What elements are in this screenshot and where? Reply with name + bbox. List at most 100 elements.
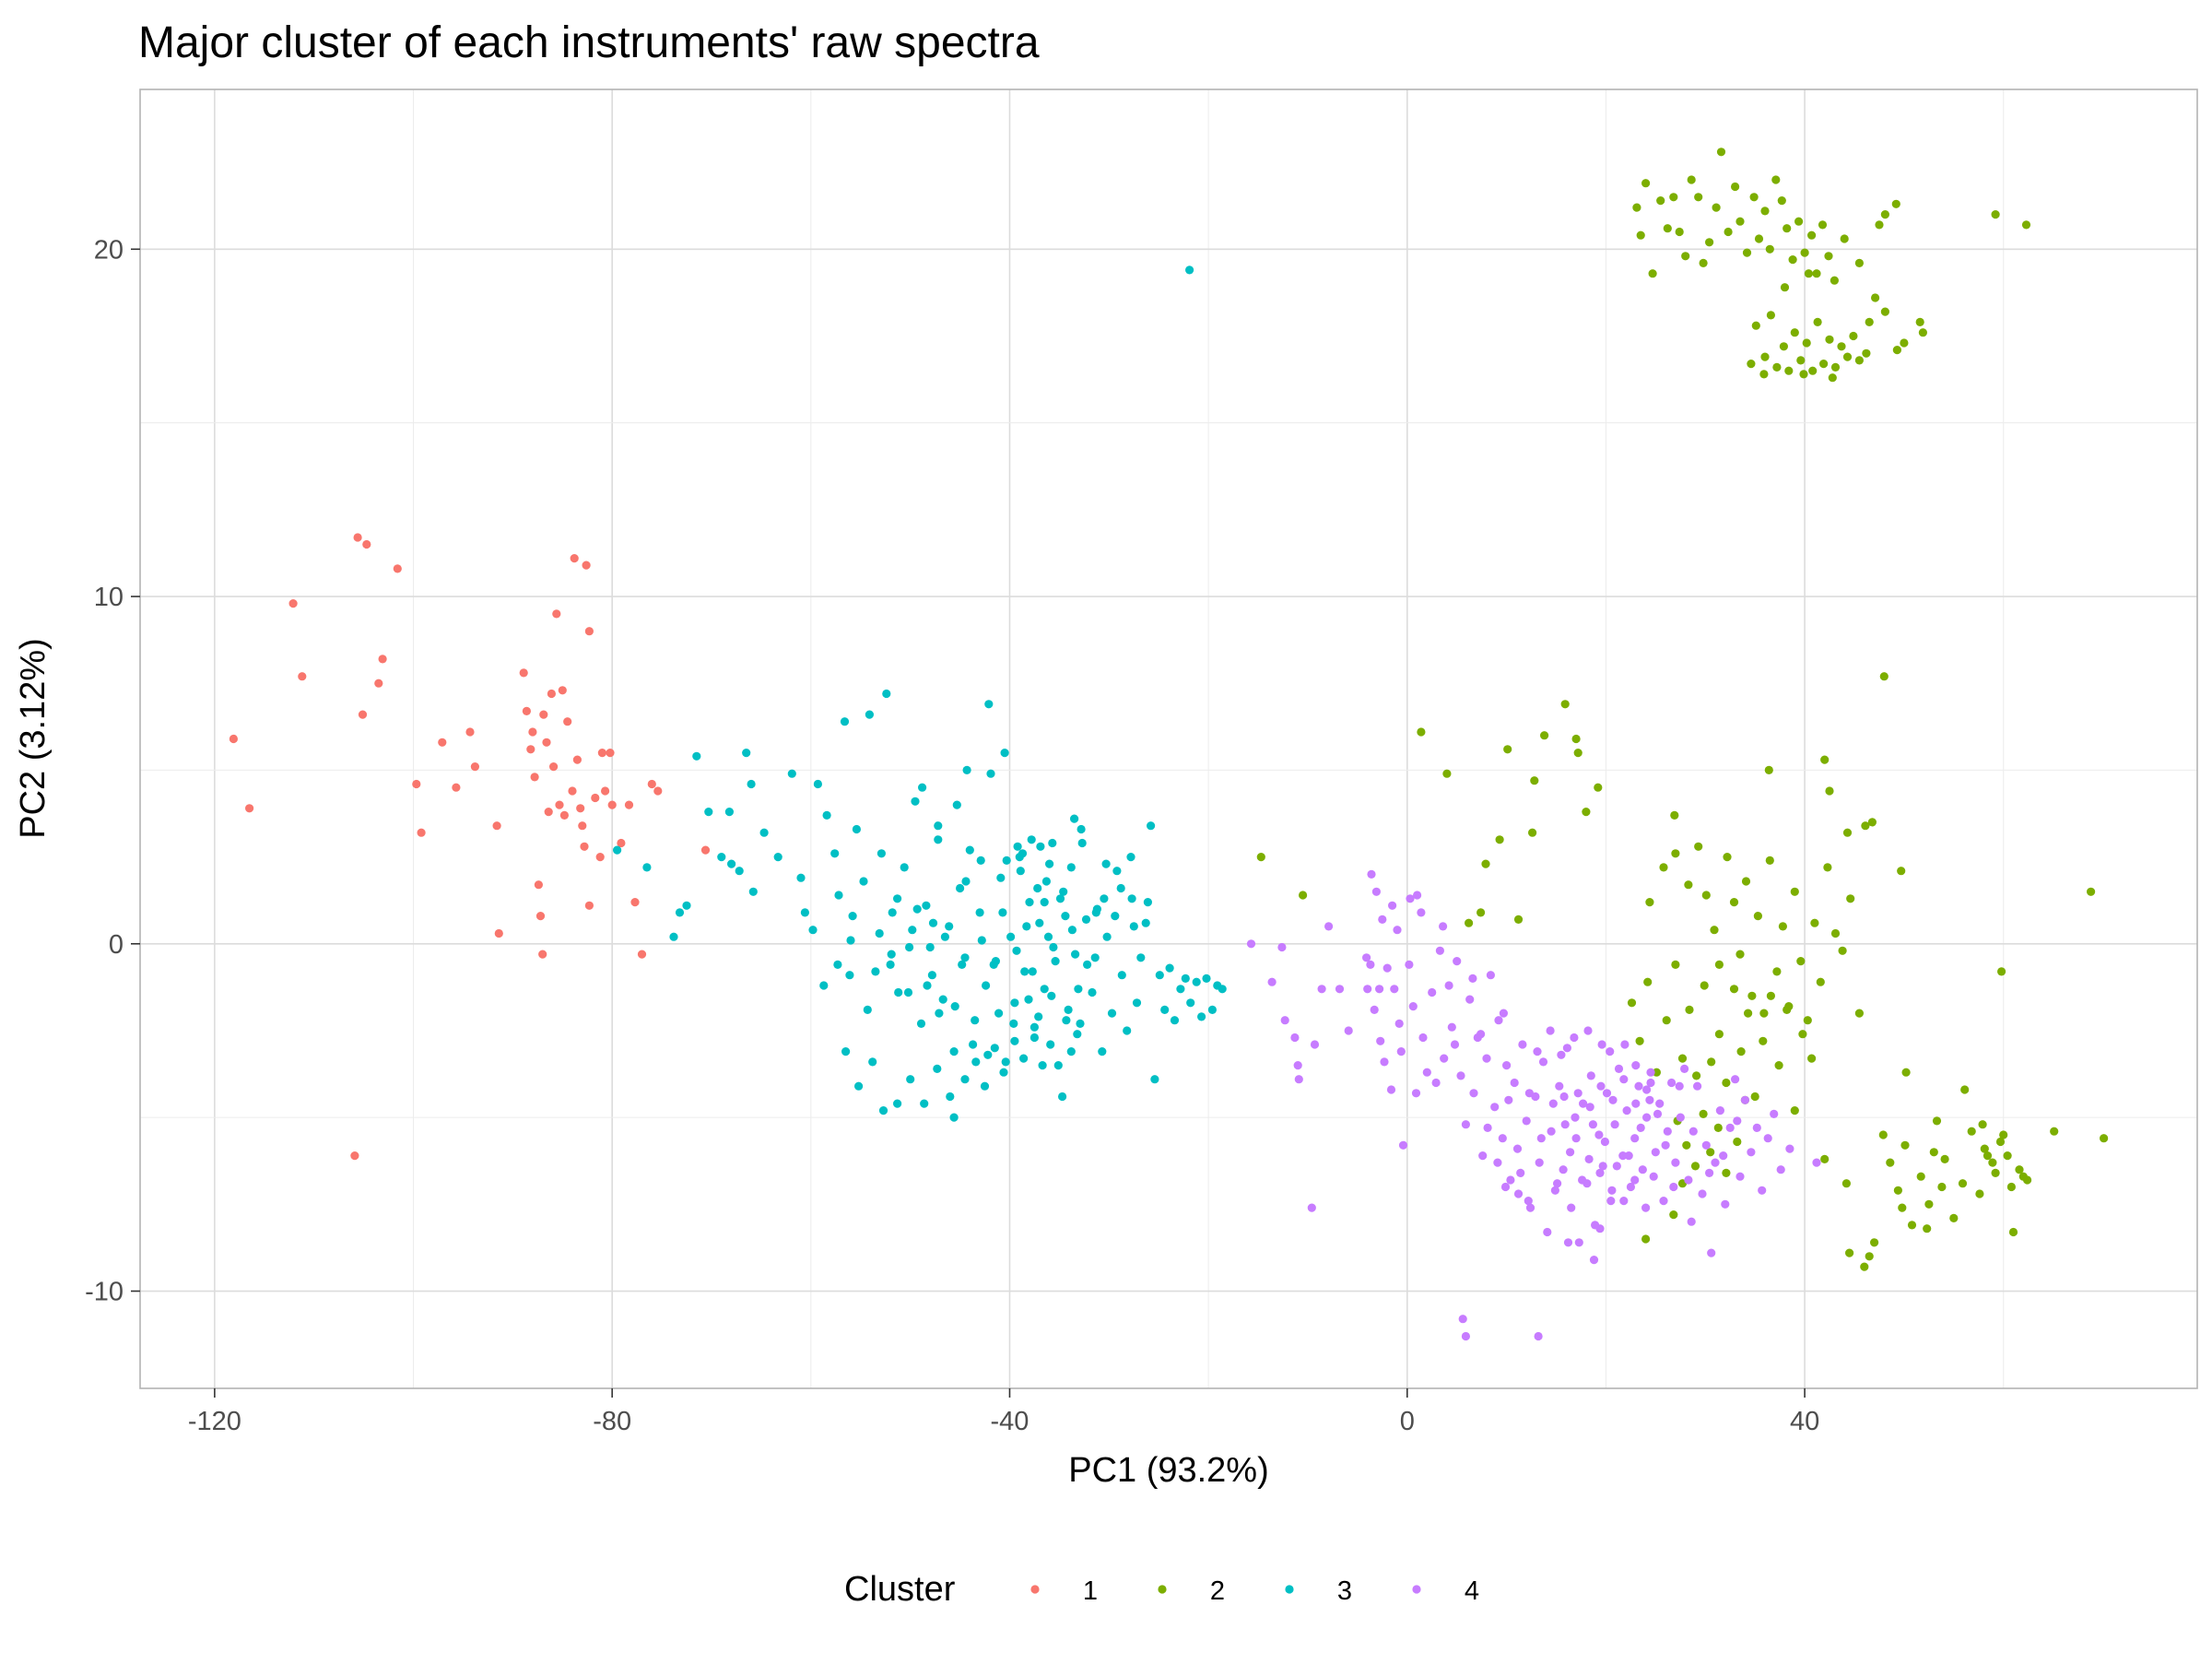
data-point (1028, 967, 1037, 976)
data-point (1924, 1199, 1934, 1209)
data-point (1510, 1078, 1519, 1088)
data-point (1607, 1186, 1617, 1195)
data-point (1522, 1116, 1531, 1126)
data-point (1081, 915, 1091, 925)
data-point (1111, 912, 1120, 921)
data-point (1378, 915, 1387, 925)
data-point (1772, 967, 1782, 976)
data-point (1687, 1217, 1696, 1226)
data-point (1024, 995, 1033, 1004)
data-point (1693, 1081, 1702, 1091)
data-point (983, 1050, 993, 1059)
data-point (1747, 1148, 1756, 1157)
data-point (834, 891, 843, 900)
data-point (1749, 193, 1759, 202)
data-point (522, 706, 532, 716)
data-point (952, 800, 961, 809)
data-point (1807, 1054, 1817, 1063)
legend-key-2 (1158, 1585, 1167, 1594)
legend-items: 1 2 3 4 (1030, 1576, 1479, 1606)
data-point (637, 950, 647, 959)
data-point (1049, 942, 1058, 952)
data-point (1030, 1033, 1039, 1043)
data-point (1701, 891, 1711, 900)
data-point (1185, 266, 1194, 275)
data-point (1112, 867, 1122, 876)
data-point (906, 1075, 915, 1084)
data-point (1760, 207, 1770, 216)
data-point (1778, 922, 1787, 931)
data-point (1684, 1175, 1693, 1185)
data-point (1725, 1123, 1735, 1132)
data-point (1816, 977, 1825, 986)
data-point (1684, 880, 1693, 890)
data-point (1721, 1199, 1730, 1209)
data-point (742, 749, 751, 758)
data-point (412, 779, 421, 789)
data-point (1656, 196, 1665, 206)
data-point (1790, 328, 1799, 337)
data-point (845, 971, 854, 980)
legend-title: Cluster (844, 1570, 956, 1609)
data-point (465, 727, 475, 737)
data-point (893, 1099, 902, 1108)
data-point (1450, 1040, 1460, 1049)
data-point (1405, 960, 1414, 969)
data-point (1290, 1033, 1300, 1043)
data-point (470, 762, 479, 772)
data-point (1584, 1154, 1594, 1163)
data-point (528, 727, 537, 737)
data-point (1618, 1151, 1628, 1161)
data-point (724, 808, 735, 817)
data-point (1533, 1047, 1542, 1056)
data-point (1759, 1036, 1768, 1045)
data-point (1038, 1061, 1047, 1070)
data-point (1719, 1151, 1728, 1161)
data-point (1733, 1116, 1742, 1126)
data-point (1536, 1134, 1546, 1143)
data-point (1440, 1054, 1449, 1063)
data-point (971, 1016, 980, 1025)
data-point (438, 738, 447, 747)
data-point (882, 689, 891, 699)
data-point (800, 908, 810, 917)
data-point (1772, 362, 1782, 372)
data-point (606, 749, 615, 758)
data-point (1280, 1016, 1289, 1025)
legend-label-2: 2 (1210, 1576, 1225, 1606)
data-point (1100, 894, 1109, 903)
data-point (1132, 998, 1142, 1008)
data-point (1886, 1158, 1895, 1167)
data-point (1546, 1026, 1555, 1035)
data-point (1034, 1012, 1043, 1021)
data-point (975, 908, 984, 917)
data-point (1506, 1175, 1515, 1185)
legend-key-1 (1030, 1585, 1040, 1594)
data-point (1736, 1047, 1746, 1056)
data-point (1018, 849, 1028, 858)
data-point (1842, 828, 1853, 837)
data-point (1646, 1068, 1655, 1077)
data-point (1731, 1075, 1740, 1084)
data-point (938, 995, 947, 1004)
legend: Cluster 1 2 3 4 (844, 1570, 1479, 1609)
data-point (2015, 1165, 2024, 1174)
data-point (1388, 901, 1397, 910)
data-point (1659, 863, 1668, 872)
data-point (1677, 1054, 1688, 1063)
data-point (1074, 985, 1083, 994)
y-tick-label: 0 (109, 930, 124, 960)
data-point (1010, 1036, 1019, 1045)
data-point (1447, 1022, 1456, 1032)
data-point (539, 710, 548, 719)
data-point (940, 932, 949, 941)
data-point (1001, 1057, 1010, 1067)
data-point (888, 908, 897, 917)
data-point (1465, 995, 1475, 1004)
data-point (1025, 898, 1034, 907)
data-point (865, 710, 875, 719)
data-point (933, 1064, 942, 1073)
data-point (1879, 672, 1888, 681)
data-point (1861, 821, 1870, 831)
data-point (1812, 1158, 1821, 1167)
